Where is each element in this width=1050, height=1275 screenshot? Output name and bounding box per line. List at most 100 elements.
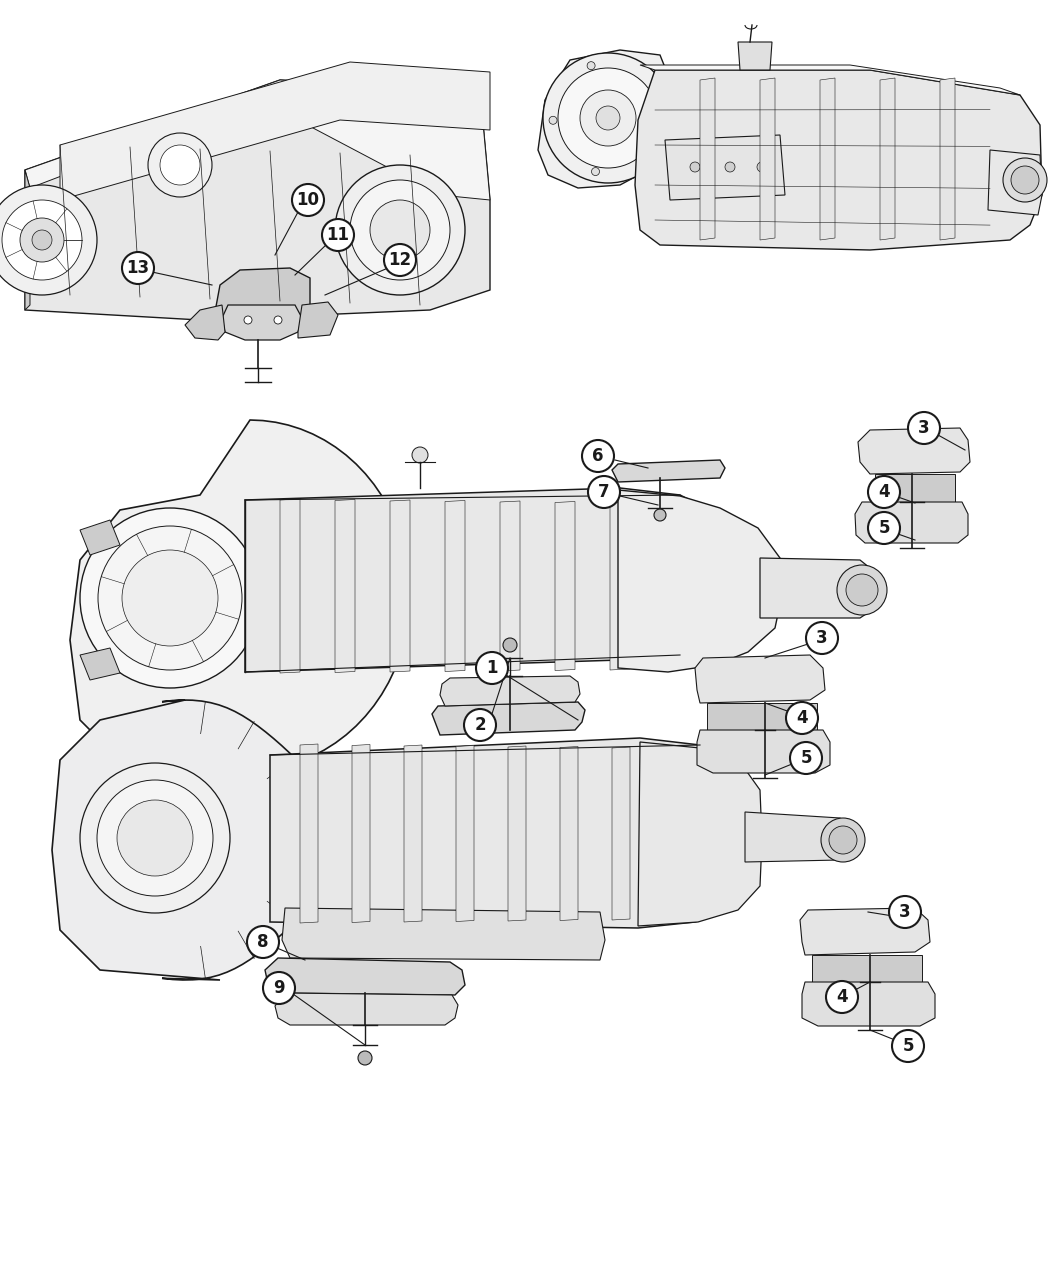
Polygon shape: [697, 731, 830, 773]
Circle shape: [322, 219, 354, 251]
Circle shape: [837, 565, 887, 615]
Polygon shape: [298, 302, 338, 338]
Polygon shape: [746, 812, 858, 862]
Polygon shape: [760, 558, 878, 618]
Polygon shape: [635, 70, 1042, 250]
Polygon shape: [185, 305, 225, 340]
Text: 1: 1: [486, 659, 498, 677]
Circle shape: [821, 819, 865, 862]
Text: 12: 12: [388, 251, 412, 269]
Circle shape: [908, 412, 940, 444]
Polygon shape: [875, 474, 956, 502]
Text: 6: 6: [592, 448, 604, 465]
Circle shape: [868, 476, 900, 507]
Polygon shape: [352, 745, 370, 923]
Polygon shape: [738, 42, 772, 70]
Text: 10: 10: [296, 191, 319, 209]
Circle shape: [476, 652, 508, 683]
Circle shape: [32, 230, 52, 250]
Circle shape: [464, 709, 496, 741]
Polygon shape: [560, 746, 578, 921]
Circle shape: [0, 185, 97, 295]
Circle shape: [549, 116, 558, 124]
Polygon shape: [508, 746, 526, 921]
Circle shape: [806, 622, 838, 654]
Polygon shape: [335, 500, 355, 672]
Polygon shape: [640, 65, 1020, 96]
Polygon shape: [500, 501, 520, 671]
Polygon shape: [270, 738, 752, 928]
Polygon shape: [940, 78, 956, 240]
Polygon shape: [610, 502, 630, 669]
Polygon shape: [812, 955, 922, 982]
Polygon shape: [802, 982, 934, 1026]
Text: 3: 3: [899, 903, 910, 921]
Circle shape: [370, 200, 430, 260]
Polygon shape: [707, 703, 817, 731]
Polygon shape: [432, 703, 585, 734]
Polygon shape: [404, 745, 422, 922]
Circle shape: [1011, 166, 1040, 194]
Circle shape: [650, 84, 658, 92]
Polygon shape: [612, 747, 630, 921]
Polygon shape: [390, 500, 410, 672]
Polygon shape: [618, 490, 782, 672]
Circle shape: [98, 527, 242, 669]
Polygon shape: [80, 648, 120, 680]
Circle shape: [588, 476, 619, 507]
Circle shape: [274, 316, 282, 324]
Circle shape: [830, 826, 857, 854]
Text: 13: 13: [126, 259, 149, 277]
Circle shape: [690, 162, 700, 172]
Polygon shape: [70, 419, 410, 770]
Circle shape: [117, 799, 193, 876]
Circle shape: [826, 980, 858, 1014]
Polygon shape: [700, 78, 715, 240]
Polygon shape: [538, 50, 670, 187]
Circle shape: [652, 140, 660, 148]
Text: 4: 4: [796, 709, 807, 727]
Circle shape: [587, 61, 595, 70]
Text: 5: 5: [800, 748, 812, 768]
Circle shape: [1003, 158, 1047, 201]
Polygon shape: [440, 676, 580, 706]
Polygon shape: [245, 488, 735, 672]
Polygon shape: [60, 62, 490, 200]
Text: 4: 4: [878, 483, 889, 501]
Polygon shape: [820, 78, 835, 240]
Polygon shape: [300, 745, 318, 923]
Text: 7: 7: [598, 483, 610, 501]
Text: 3: 3: [816, 629, 827, 646]
Polygon shape: [665, 135, 785, 200]
Polygon shape: [664, 747, 682, 919]
Circle shape: [20, 218, 64, 261]
Circle shape: [358, 1051, 372, 1065]
Circle shape: [596, 106, 620, 130]
Polygon shape: [800, 908, 930, 955]
Polygon shape: [695, 655, 825, 703]
Circle shape: [790, 742, 822, 774]
Circle shape: [846, 574, 878, 606]
Circle shape: [148, 133, 212, 198]
Polygon shape: [880, 78, 895, 240]
Circle shape: [80, 762, 230, 913]
Circle shape: [262, 972, 295, 1003]
Polygon shape: [555, 501, 575, 671]
Circle shape: [292, 184, 324, 215]
Polygon shape: [612, 460, 724, 482]
Circle shape: [582, 440, 614, 472]
Polygon shape: [858, 428, 970, 474]
Circle shape: [580, 91, 636, 147]
Polygon shape: [760, 78, 775, 240]
Circle shape: [757, 162, 766, 172]
Circle shape: [558, 68, 658, 168]
Polygon shape: [456, 746, 474, 922]
Text: 5: 5: [902, 1037, 913, 1054]
Circle shape: [654, 509, 666, 521]
Circle shape: [350, 180, 450, 280]
Text: 8: 8: [257, 933, 269, 951]
Circle shape: [247, 926, 279, 958]
Text: 9: 9: [273, 979, 285, 997]
Polygon shape: [855, 502, 968, 543]
Circle shape: [122, 550, 218, 646]
